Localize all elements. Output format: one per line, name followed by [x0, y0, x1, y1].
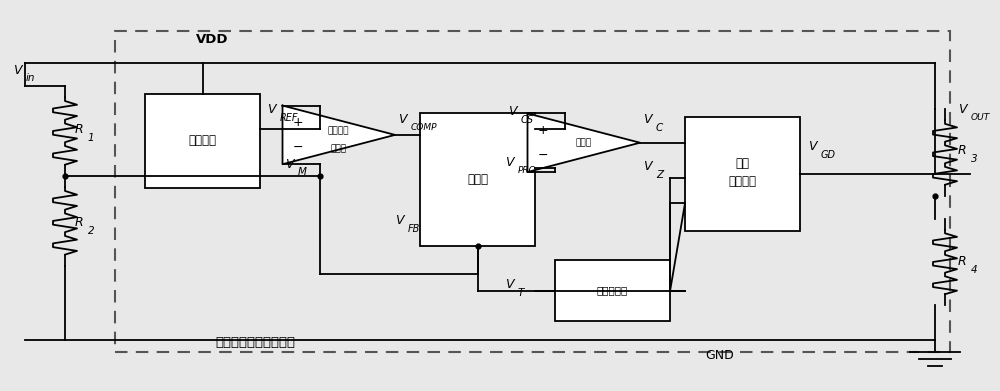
Text: Z: Z — [656, 170, 663, 180]
Text: CS: CS — [521, 115, 534, 125]
Text: R: R — [958, 255, 967, 269]
Text: 4: 4 — [971, 265, 978, 276]
Text: GND: GND — [706, 348, 734, 362]
Text: 有源功率因数校正电路: 有源功率因数校正电路 — [215, 335, 295, 349]
Text: 乘法器: 乘法器 — [467, 173, 488, 187]
Text: GD: GD — [821, 150, 836, 160]
Text: V: V — [643, 113, 652, 126]
Text: −: − — [538, 149, 548, 161]
Text: PRO: PRO — [518, 166, 537, 175]
Text: OUT: OUT — [971, 113, 990, 122]
Text: VDD: VDD — [196, 32, 228, 46]
Text: 第一误差: 第一误差 — [328, 126, 350, 136]
Text: V: V — [958, 103, 966, 116]
Text: V: V — [285, 158, 294, 171]
Text: R: R — [75, 216, 84, 230]
Text: V: V — [13, 64, 22, 77]
Text: M: M — [298, 167, 307, 178]
FancyBboxPatch shape — [420, 113, 535, 246]
Text: V: V — [505, 156, 514, 169]
Text: C: C — [656, 123, 663, 133]
Text: V: V — [808, 140, 816, 153]
Text: 零电流检测: 零电流检测 — [597, 285, 628, 295]
FancyBboxPatch shape — [145, 94, 260, 188]
FancyBboxPatch shape — [685, 117, 800, 231]
Text: −: − — [293, 141, 303, 154]
Polygon shape — [283, 106, 395, 164]
Text: V: V — [508, 105, 516, 118]
Text: V: V — [398, 113, 406, 126]
Text: 比较器: 比较器 — [576, 138, 592, 147]
Text: T: T — [518, 288, 524, 298]
FancyBboxPatch shape — [555, 260, 670, 321]
Text: REF: REF — [280, 113, 298, 123]
Text: 逻辑
驱动电路: 逻辑 驱动电路 — [728, 156, 757, 188]
Text: 放大器: 放大器 — [331, 144, 347, 153]
Text: V: V — [395, 214, 404, 228]
Text: R: R — [75, 122, 84, 136]
Text: 1: 1 — [88, 133, 95, 143]
Text: 基准电源: 基准电源 — [188, 134, 216, 147]
Text: 3: 3 — [971, 154, 978, 164]
Text: in: in — [26, 73, 36, 83]
Text: +: + — [293, 116, 303, 129]
Polygon shape — [528, 113, 640, 172]
Text: 2: 2 — [88, 226, 95, 237]
Text: V: V — [505, 278, 514, 291]
Text: COMP: COMP — [411, 123, 438, 132]
Text: R: R — [958, 144, 967, 157]
Text: FB: FB — [408, 224, 420, 235]
Text: V: V — [643, 160, 652, 173]
Text: +: + — [538, 124, 548, 137]
Text: V: V — [267, 103, 276, 116]
